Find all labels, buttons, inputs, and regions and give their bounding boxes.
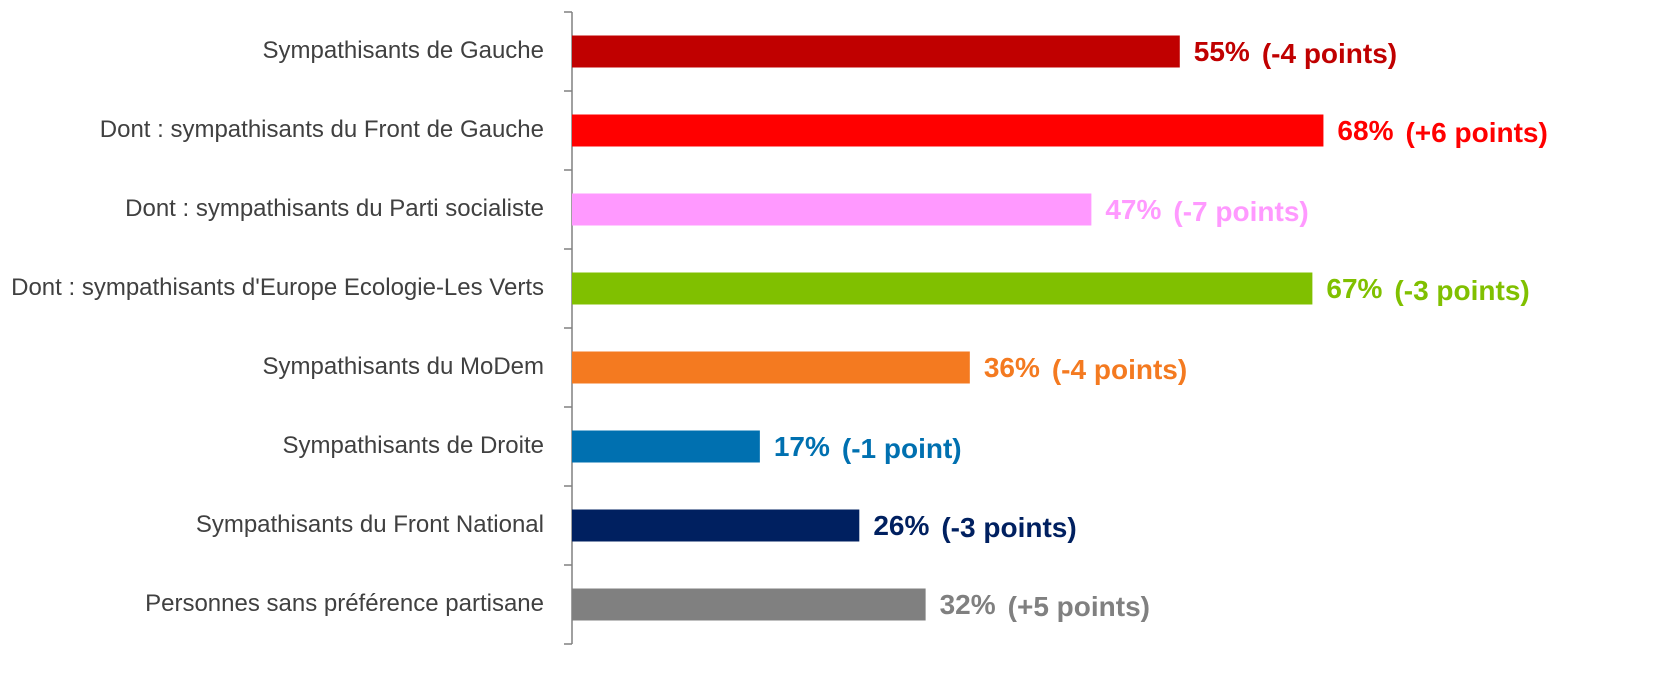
change-label: (-7 points) — [1173, 196, 1308, 227]
bar — [572, 509, 860, 542]
change-label: (-4 points) — [1262, 38, 1397, 69]
category-label: Dont : sympathisants d'Europe Ecologie-L… — [11, 274, 544, 301]
category-label: Dont : sympathisants du Parti socialiste — [125, 195, 544, 222]
category-label: Personnes sans préférence partisane — [145, 590, 544, 617]
value-label: 67% — [1326, 273, 1382, 304]
value-label: 47% — [1105, 194, 1161, 225]
change-label: (-3 points) — [941, 512, 1076, 543]
bar — [572, 430, 760, 463]
change-label: (+6 points) — [1405, 117, 1547, 148]
bar — [572, 35, 1180, 68]
value-label: 36% — [984, 352, 1040, 383]
value-label: 32% — [940, 589, 996, 620]
category-label: Sympathisants de Gauche — [263, 37, 545, 64]
change-label: (-1 point) — [842, 433, 962, 464]
category-label: Sympathisants de Droite — [283, 432, 544, 459]
category-label: Sympathisants du Front National — [196, 511, 544, 538]
bar — [572, 114, 1324, 147]
bar — [572, 588, 926, 621]
value-label: 68% — [1337, 115, 1393, 146]
category-label: Dont : sympathisants du Front de Gauche — [100, 116, 544, 143]
value-label: 17% — [774, 431, 830, 462]
value-label: 55% — [1194, 36, 1250, 67]
change-label: (+5 points) — [1008, 591, 1150, 622]
value-label: 26% — [873, 510, 929, 541]
bar — [572, 193, 1092, 226]
change-label: (-4 points) — [1052, 354, 1187, 385]
bar — [572, 272, 1313, 305]
change-label: (-3 points) — [1394, 275, 1529, 306]
bar — [572, 351, 970, 384]
category-label: Sympathisants du MoDem — [263, 353, 544, 380]
